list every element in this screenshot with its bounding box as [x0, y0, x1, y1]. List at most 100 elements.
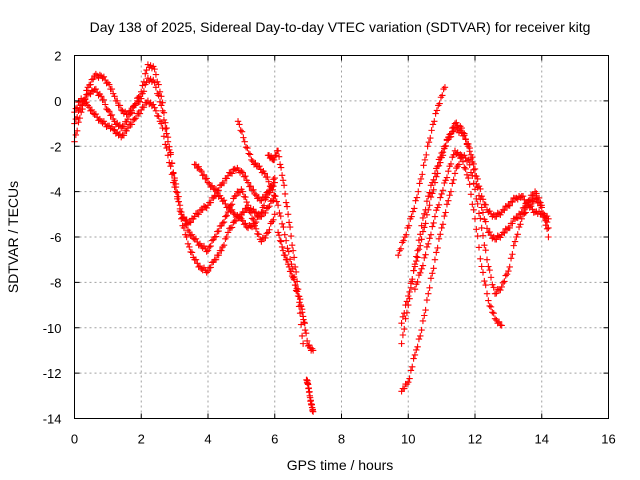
data-point-interp — [200, 242, 208, 250]
data-point — [531, 195, 539, 202]
data-point-interp — [509, 220, 516, 227]
data-point-interp — [443, 201, 451, 208]
data-point-interp — [437, 194, 444, 201]
data-point-interp — [287, 232, 295, 240]
data-point-interp — [167, 163, 174, 170]
data-point-interp — [470, 206, 477, 213]
data-point — [204, 179, 212, 186]
data-point-interp — [429, 190, 436, 197]
data-point-interp — [437, 159, 444, 166]
data-point — [264, 204, 272, 211]
data-point-interp — [303, 337, 311, 345]
data-point-interp — [285, 248, 292, 255]
data-point — [425, 240, 432, 248]
data-point — [268, 183, 275, 191]
data-point-interp — [302, 329, 310, 337]
data-point-interp — [223, 212, 230, 219]
data-point — [218, 247, 225, 254]
data-point — [151, 104, 158, 111]
data-point — [251, 220, 258, 227]
data-point-interp — [152, 107, 160, 115]
data-point-interp — [483, 225, 491, 232]
data-point — [151, 79, 158, 86]
data-point-interp — [495, 318, 503, 326]
data-point-interp — [269, 186, 276, 194]
data-point-interp — [108, 123, 116, 130]
data-point-interp — [400, 237, 407, 244]
x-tick-label: 12 — [468, 432, 482, 447]
data-point-interp — [439, 187, 447, 194]
data-point-interp — [188, 249, 196, 256]
data-point — [261, 170, 268, 177]
data-point-interp — [212, 186, 220, 193]
data-point — [411, 263, 419, 270]
data-point — [431, 179, 439, 186]
data-point — [299, 340, 307, 347]
grid — [74, 55, 609, 419]
data-point-interp — [517, 221, 524, 228]
data-point — [294, 292, 302, 300]
data-point — [408, 213, 415, 220]
data-point-interp — [276, 161, 284, 168]
data-point — [465, 156, 472, 164]
data-point-interp — [489, 309, 496, 316]
data-point-interp — [412, 197, 419, 204]
data-point-interp — [415, 335, 423, 343]
data-point-interp — [266, 202, 273, 210]
data-point-interp — [470, 180, 477, 187]
data-point — [241, 138, 248, 145]
data-point-interp — [242, 172, 249, 180]
data-point-interp — [203, 204, 210, 212]
data-point-interp — [215, 251, 222, 259]
data-point-interp — [417, 269, 424, 277]
data-point-interp — [220, 179, 228, 187]
data-point-interp — [406, 288, 413, 296]
data-point — [431, 213, 439, 220]
data-point-interp — [466, 181, 473, 188]
data-point-interp — [486, 207, 493, 215]
data-point-interp — [272, 152, 280, 159]
data-point-interp — [136, 110, 144, 117]
data-point-interp — [248, 215, 256, 222]
data-point-interp — [207, 242, 214, 250]
data-point-interp — [447, 130, 455, 137]
data-point — [258, 238, 265, 245]
data-point-interp — [263, 194, 270, 201]
data-point-interp — [539, 210, 547, 217]
data-point-interp — [242, 220, 249, 227]
data-point-interp — [73, 114, 81, 121]
data-point-interp — [110, 126, 117, 133]
data-point-interp — [282, 237, 290, 244]
data-point — [445, 197, 452, 204]
data-point-interp — [420, 162, 427, 169]
data-point-interp — [106, 81, 113, 88]
data-point-interp — [426, 284, 433, 292]
data-point-interp — [222, 213, 229, 220]
data-point — [171, 174, 178, 182]
data-point — [274, 202, 282, 209]
data-point-interp — [414, 278, 421, 286]
data-point — [471, 165, 479, 173]
data-point-interp — [414, 254, 421, 261]
data-point-interp — [397, 245, 405, 252]
data-point-interp — [434, 204, 441, 211]
data-point-interp — [232, 192, 240, 199]
data-point-interp — [183, 233, 190, 241]
data-point-interp — [513, 233, 520, 241]
data-point-interp — [288, 241, 296, 249]
data-point-interp — [526, 201, 533, 208]
data-point-interp — [483, 290, 491, 297]
data-point-interp — [275, 153, 283, 160]
data-point-interp — [419, 171, 426, 178]
data-point — [309, 347, 317, 354]
data-point — [218, 222, 225, 229]
data-point-interp — [267, 153, 275, 160]
data-point-interp — [422, 306, 429, 314]
data-point — [274, 229, 282, 236]
data-point — [251, 190, 258, 198]
data-point-interp — [442, 209, 449, 216]
data-point-interp — [434, 244, 441, 252]
data-point-interp — [501, 207, 508, 214]
data-point-interp — [110, 90, 117, 97]
data-point — [204, 247, 212, 254]
